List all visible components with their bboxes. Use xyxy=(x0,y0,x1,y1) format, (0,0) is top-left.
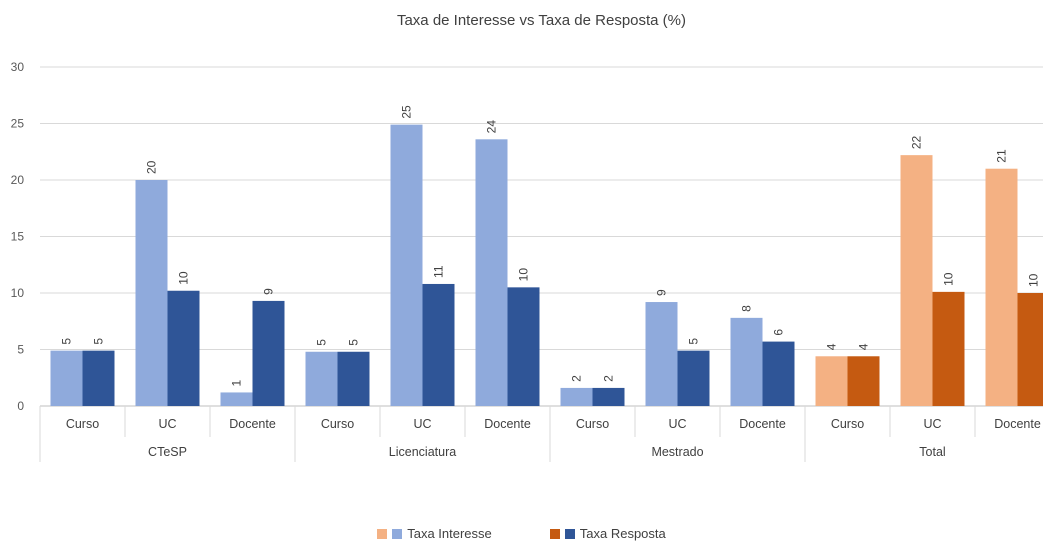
legend: Taxa Interesse Taxa Resposta xyxy=(0,526,1043,541)
category-label: Curso xyxy=(576,417,609,431)
bar-resposta xyxy=(592,387,625,406)
data-label: 4 xyxy=(857,343,871,350)
bar-interesse xyxy=(390,124,423,406)
bar-resposta xyxy=(677,350,710,406)
data-label: 1 xyxy=(230,379,244,386)
bar-resposta xyxy=(507,287,540,406)
y-tick-label: 0 xyxy=(17,399,24,413)
legend-swatch-interesse-total xyxy=(377,528,388,539)
group-label: Total xyxy=(919,445,945,459)
bar-interesse xyxy=(645,302,678,406)
bar-resposta xyxy=(167,290,200,406)
data-label: 5 xyxy=(92,338,106,345)
bar-interesse xyxy=(135,180,168,406)
bar-interesse xyxy=(985,168,1018,406)
legend-swatch-resposta xyxy=(564,528,575,539)
data-label: 24 xyxy=(485,120,499,134)
category-label: UC xyxy=(923,417,941,431)
data-label: 20 xyxy=(145,160,159,174)
category-label: Docente xyxy=(739,417,786,431)
category-label: UC xyxy=(668,417,686,431)
legend-item-interesse: Taxa Interesse xyxy=(377,526,492,541)
data-label: 10 xyxy=(942,272,956,286)
group-label: Mestrado xyxy=(651,445,703,459)
bar-resposta xyxy=(762,341,795,406)
bar-resposta xyxy=(337,351,370,406)
data-label: 22 xyxy=(910,135,924,149)
y-tick-label: 15 xyxy=(11,230,25,244)
legend-label-resposta: Taxa Resposta xyxy=(579,526,666,541)
data-label: 25 xyxy=(400,105,414,119)
y-tick-label: 5 xyxy=(17,343,24,357)
group-label: Licenciatura xyxy=(389,445,456,459)
chart-title: Taxa de Interesse vs Taxa de Resposta (%… xyxy=(396,12,687,29)
data-label: 4 xyxy=(825,343,839,350)
data-label: 11 xyxy=(432,265,446,278)
bar-interesse xyxy=(50,350,83,406)
bar-interesse xyxy=(220,392,253,406)
y-tick-label: 30 xyxy=(11,60,25,74)
data-label: 5 xyxy=(347,339,361,346)
data-label: 10 xyxy=(517,268,531,282)
y-tick-label: 25 xyxy=(11,117,25,131)
data-label: 9 xyxy=(262,288,276,295)
bar-resposta xyxy=(422,283,455,406)
data-label: 9 xyxy=(655,289,669,296)
bar-interesse xyxy=(730,317,763,406)
category-label: Docente xyxy=(484,417,531,431)
data-label: 5 xyxy=(60,338,74,345)
category-label: Curso xyxy=(321,417,354,431)
category-label: Curso xyxy=(66,417,99,431)
category-label: UC xyxy=(413,417,431,431)
data-label: 2 xyxy=(602,375,616,382)
category-label: Docente xyxy=(994,417,1041,431)
bar-resposta xyxy=(252,300,285,406)
group-label: CTeSP xyxy=(148,445,187,459)
data-label: 5 xyxy=(315,339,329,346)
bar-resposta xyxy=(1017,293,1043,406)
data-label: 5 xyxy=(687,338,701,345)
legend-label-interesse: Taxa Interesse xyxy=(407,526,492,541)
data-label: 8 xyxy=(740,305,754,312)
bar-resposta xyxy=(847,356,880,406)
category-label: Curso xyxy=(831,417,864,431)
bar-interesse xyxy=(305,351,338,406)
y-tick-label: 20 xyxy=(11,173,25,187)
bar-interesse xyxy=(475,139,508,406)
data-label: 10 xyxy=(1027,273,1041,287)
category-label: Docente xyxy=(229,417,276,431)
legend-swatch-interesse xyxy=(392,528,403,539)
bar-resposta xyxy=(82,350,115,406)
bar-interesse xyxy=(560,387,593,406)
data-label: 6 xyxy=(772,329,786,336)
category-label: UC xyxy=(158,417,176,431)
y-tick-label: 10 xyxy=(11,286,25,300)
bar-interesse xyxy=(900,155,933,406)
legend-swatch-resposta-total xyxy=(549,528,560,539)
data-label: 21 xyxy=(995,149,1009,163)
data-label: 10 xyxy=(177,271,191,285)
data-label: 2 xyxy=(570,375,584,382)
bar-interesse xyxy=(815,356,848,406)
bar-resposta xyxy=(932,291,965,406)
legend-item-resposta: Taxa Resposta xyxy=(549,526,666,541)
